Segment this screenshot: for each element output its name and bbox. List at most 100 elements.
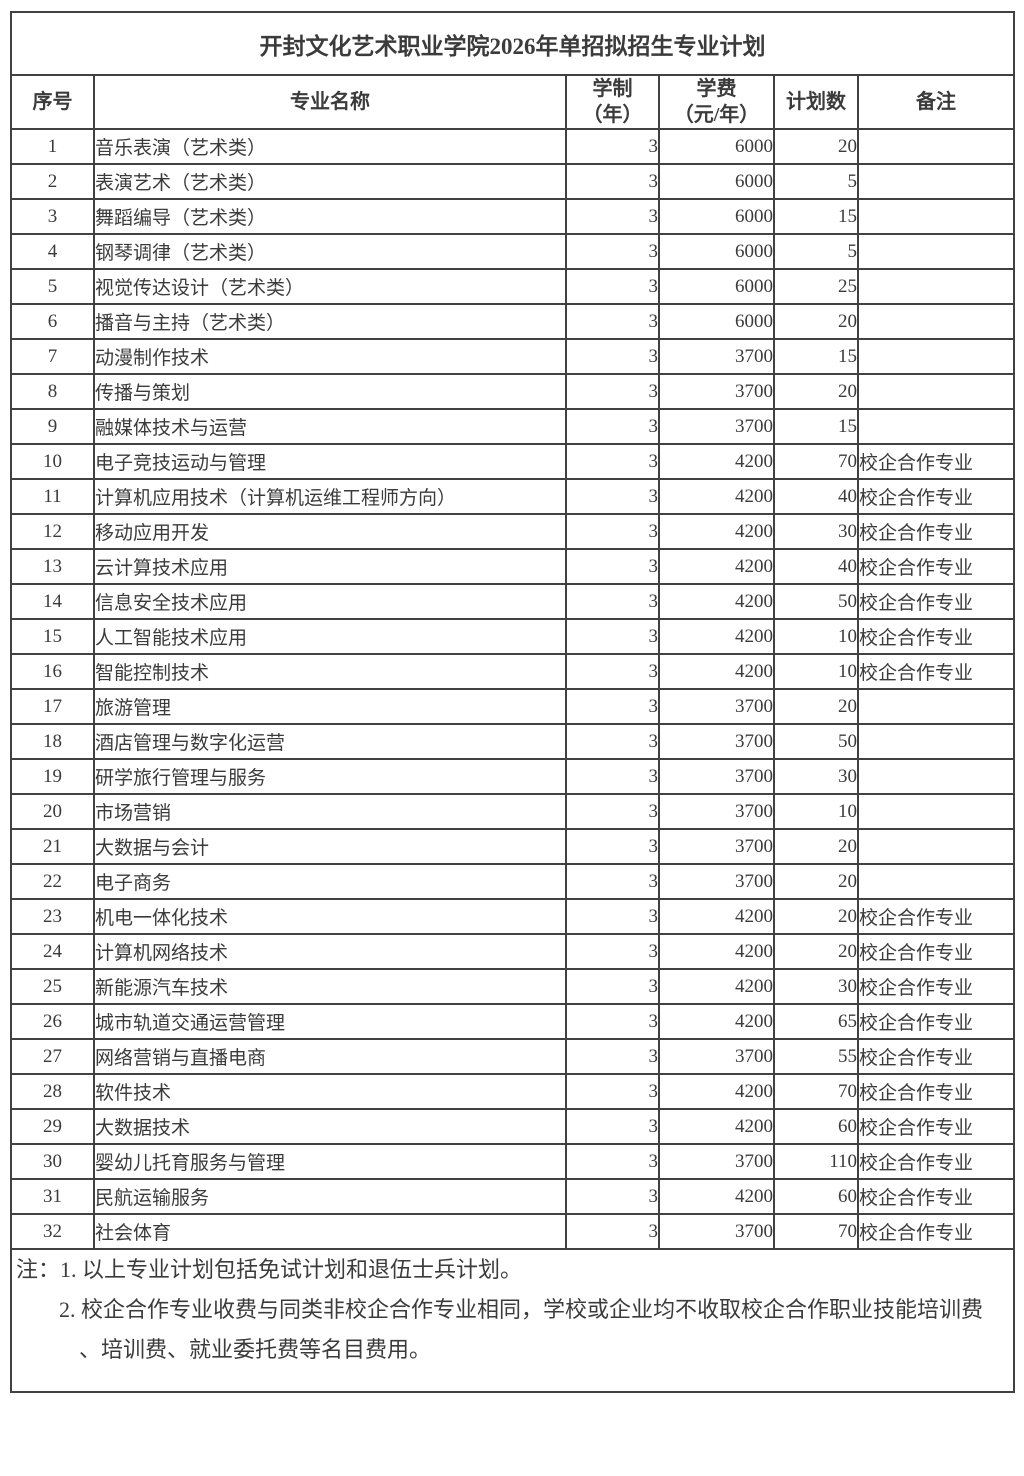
table-row: 15 人工智能技术应用 3 4200 10 校企合作专业 xyxy=(10,618,1016,655)
table-row: 11 计算机应用技术（计算机运维工程师方向） 3 4200 40 校企合作专业 xyxy=(10,478,1016,515)
document-sheet: 开封文化艺术职业学院2026年单招拟招生专业计划 序号 专业名称 学制 （年） … xyxy=(9,11,1016,1393)
table-row: 29 大数据技术 3 4200 60 校企合作专业 xyxy=(10,1108,1016,1145)
plan-count-cell: 70 xyxy=(773,1213,859,1250)
remark-cell: 校企合作专业 xyxy=(856,478,1016,515)
row-number-cell: 27 xyxy=(10,1038,95,1075)
row-number-cell: 21 xyxy=(10,828,95,865)
tuition-fee-cell: 6000 xyxy=(658,198,775,235)
remark-cell: 校企合作专业 xyxy=(856,898,1016,935)
table-row: 9 融媒体技术与运营 3 3700 15 xyxy=(10,408,1016,445)
remark-cell xyxy=(856,688,1016,725)
tuition-fee-cell: 4200 xyxy=(658,1108,775,1145)
major-name-cell: 传播与策划 xyxy=(93,373,567,410)
remark-cell: 校企合作专业 xyxy=(856,1038,1016,1075)
column-header-plan: 计划数 xyxy=(773,74,859,130)
duration-cell: 3 xyxy=(565,723,660,760)
duration-cell: 3 xyxy=(565,618,660,655)
plan-count-cell: 15 xyxy=(773,338,859,375)
table-row: 6 播音与主持（艺术类） 3 6000 20 xyxy=(10,303,1016,340)
tuition-fee-cell: 3700 xyxy=(658,1213,775,1250)
duration-cell: 3 xyxy=(565,793,660,830)
remark-cell xyxy=(856,163,1016,200)
row-number-cell: 29 xyxy=(10,1108,95,1145)
plan-count-cell: 40 xyxy=(773,478,859,515)
table-row: 30 婴幼儿托育服务与管理 3 3700 110 校企合作专业 xyxy=(10,1143,1016,1180)
plan-count-cell: 10 xyxy=(773,618,859,655)
column-header-no: 序号 xyxy=(10,74,95,130)
major-name-cell: 软件技术 xyxy=(93,1073,567,1110)
plan-count-cell: 60 xyxy=(773,1178,859,1215)
row-number-cell: 1 xyxy=(10,128,95,165)
remark-cell xyxy=(856,198,1016,235)
tuition-fee-cell: 4200 xyxy=(658,1003,775,1040)
tuition-fee-cell: 4200 xyxy=(658,513,775,550)
remark-cell xyxy=(856,338,1016,375)
tuition-fee-cell: 6000 xyxy=(658,233,775,270)
remark-cell xyxy=(856,373,1016,410)
remark-cell xyxy=(856,758,1016,795)
duration-cell: 3 xyxy=(565,268,660,305)
row-number-cell: 23 xyxy=(10,898,95,935)
table-row: 16 智能控制技术 3 4200 10 校企合作专业 xyxy=(10,653,1016,690)
remark-cell xyxy=(856,303,1016,340)
tuition-fee-cell: 3700 xyxy=(658,373,775,410)
table-title: 开封文化艺术职业学院2026年单招拟招生专业计划 xyxy=(9,11,1016,76)
duration-cell: 3 xyxy=(565,163,660,200)
plan-count-cell: 20 xyxy=(773,863,859,900)
row-number-cell: 5 xyxy=(10,268,95,305)
table-row: 14 信息安全技术应用 3 4200 50 校企合作专业 xyxy=(10,583,1016,620)
tuition-fee-cell: 6000 xyxy=(658,128,775,165)
row-number-cell: 28 xyxy=(10,1073,95,1110)
table-row: 26 城市轨道交通运营管理 3 4200 65 校企合作专业 xyxy=(10,1003,1016,1040)
remark-cell xyxy=(856,408,1016,445)
tuition-fee-cell: 4200 xyxy=(658,968,775,1005)
remark-cell: 校企合作专业 xyxy=(856,548,1016,585)
table-row: 27 网络营销与直播电商 3 3700 55 校企合作专业 xyxy=(10,1038,1016,1075)
row-number-cell: 9 xyxy=(10,408,95,445)
column-header-years: 学制 （年） xyxy=(565,74,660,130)
row-number-cell: 2 xyxy=(10,163,95,200)
plan-count-cell: 50 xyxy=(773,723,859,760)
table-body: 1 音乐表演（艺术类） 3 6000 20 2 表演艺术（艺术类） 3 6000… xyxy=(10,128,1016,1250)
column-header-fee: 学费 （元/年） xyxy=(658,74,775,130)
tuition-fee-cell: 4200 xyxy=(658,478,775,515)
duration-cell: 3 xyxy=(565,583,660,620)
plan-count-cell: 65 xyxy=(773,1003,859,1040)
major-name-cell: 民航运输服务 xyxy=(93,1178,567,1215)
table-row: 23 机电一体化技术 3 4200 20 校企合作专业 xyxy=(10,898,1016,935)
major-name-cell: 电子商务 xyxy=(93,863,567,900)
plan-count-cell: 15 xyxy=(773,408,859,445)
column-header-plan-label: 计划数 xyxy=(786,91,846,113)
table-row: 10 电子竞技运动与管理 3 4200 70 校企合作专业 xyxy=(10,443,1016,480)
remark-cell: 校企合作专业 xyxy=(856,653,1016,690)
major-name-cell: 舞蹈编导（艺术类） xyxy=(93,198,567,235)
table-row: 25 新能源汽车技术 3 4200 30 校企合作专业 xyxy=(10,968,1016,1005)
table-row: 2 表演艺术（艺术类） 3 6000 5 xyxy=(10,163,1016,200)
row-number-cell: 13 xyxy=(10,548,95,585)
row-number-cell: 31 xyxy=(10,1178,95,1215)
remark-cell: 校企合作专业 xyxy=(856,513,1016,550)
major-name-cell: 智能控制技术 xyxy=(93,653,567,690)
row-number-cell: 19 xyxy=(10,758,95,795)
duration-cell: 3 xyxy=(565,1213,660,1250)
table-row: 13 云计算技术应用 3 4200 40 校企合作专业 xyxy=(10,548,1016,585)
remark-cell: 校企合作专业 xyxy=(856,1213,1016,1250)
major-name-cell: 市场营销 xyxy=(93,793,567,830)
tuition-fee-cell: 3700 xyxy=(658,1143,775,1180)
plan-count-cell: 10 xyxy=(773,793,859,830)
major-name-cell: 表演艺术（艺术类） xyxy=(93,163,567,200)
table-row: 31 民航运输服务 3 4200 60 校企合作专业 xyxy=(10,1178,1016,1215)
duration-cell: 3 xyxy=(565,1073,660,1110)
plan-count-cell: 50 xyxy=(773,583,859,620)
duration-cell: 3 xyxy=(565,1143,660,1180)
tuition-fee-cell: 6000 xyxy=(658,303,775,340)
duration-cell: 3 xyxy=(565,968,660,1005)
row-number-cell: 3 xyxy=(10,198,95,235)
header-row: 序号 专业名称 学制 （年） 学费 （元/年） 计划数 xyxy=(10,74,1016,130)
plan-count-cell: 110 xyxy=(773,1143,859,1180)
major-name-cell: 人工智能技术应用 xyxy=(93,618,567,655)
major-name-cell: 融媒体技术与运营 xyxy=(93,408,567,445)
remark-cell: 校企合作专业 xyxy=(856,618,1016,655)
duration-cell: 3 xyxy=(565,443,660,480)
table-row: 8 传播与策划 3 3700 20 xyxy=(10,373,1016,410)
